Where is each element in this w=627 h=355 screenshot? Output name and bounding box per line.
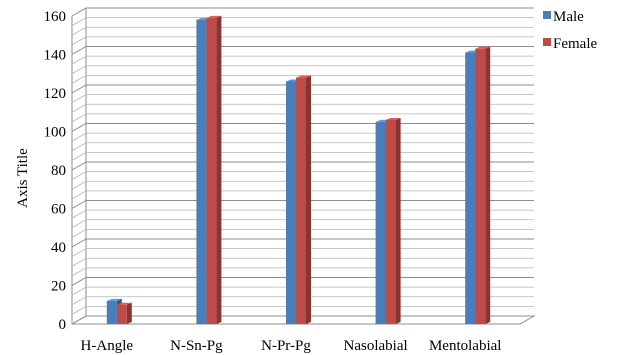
minor-gridline (71, 113, 534, 123)
major-gridline (71, 46, 534, 55)
bar-female-h-angle (116, 302, 132, 324)
y-tick-label: 20 (51, 279, 66, 295)
major-gridline (71, 7, 534, 17)
minor-gridline (71, 74, 534, 84)
y-tick-label: 80 (51, 163, 66, 179)
x-axis-ticks: H-Angle N-Sn-Pg N-Pr-Pg Nasolabial Mentolabi… (81, 338, 502, 354)
minor-gridline (71, 65, 534, 75)
y-axis-title: Axis Title (15, 148, 31, 208)
y-tick-label: 0 (59, 317, 67, 333)
minor-gridline (71, 103, 534, 113)
bar-female-n-pr-pg (296, 75, 311, 324)
minor-gridline (71, 55, 534, 65)
x-tick-label: Nasolabial (344, 338, 408, 354)
y-axis-ticks: 0 20 40 60 80 100 120 140 160 (44, 9, 67, 333)
y-tick-label: 60 (51, 202, 66, 218)
major-gridline (71, 84, 534, 94)
x-tick-label: N-Pr-Pg (261, 338, 311, 354)
minor-gridline (71, 36, 534, 46)
bars (106, 15, 491, 325)
y-tick-label: 140 (44, 48, 67, 64)
x-tick-label: N-Sn-Pg (170, 338, 223, 354)
x-tick-label: H-Angle (81, 338, 134, 354)
legend-swatch-female (543, 38, 551, 46)
bar-female-n-sn-pg (206, 15, 222, 325)
minor-gridline (71, 17, 534, 26)
legend-swatch-male (543, 11, 551, 19)
legend: Male Female (543, 9, 597, 52)
y-tick-label: 100 (44, 125, 67, 141)
legend-label-female: Female (553, 36, 597, 52)
minor-gridline (71, 26, 534, 36)
y-tick-label: 160 (44, 9, 67, 25)
y-tick-label: 40 (51, 240, 66, 256)
x-tick-label: Mentolabial (429, 338, 501, 354)
y-tick-label: 120 (44, 86, 67, 102)
bar-female-mentolabial (475, 46, 491, 324)
legend-label-male: Male (553, 9, 584, 25)
minor-gridline (71, 94, 534, 103)
bar-female-nasolabial (385, 117, 401, 324)
